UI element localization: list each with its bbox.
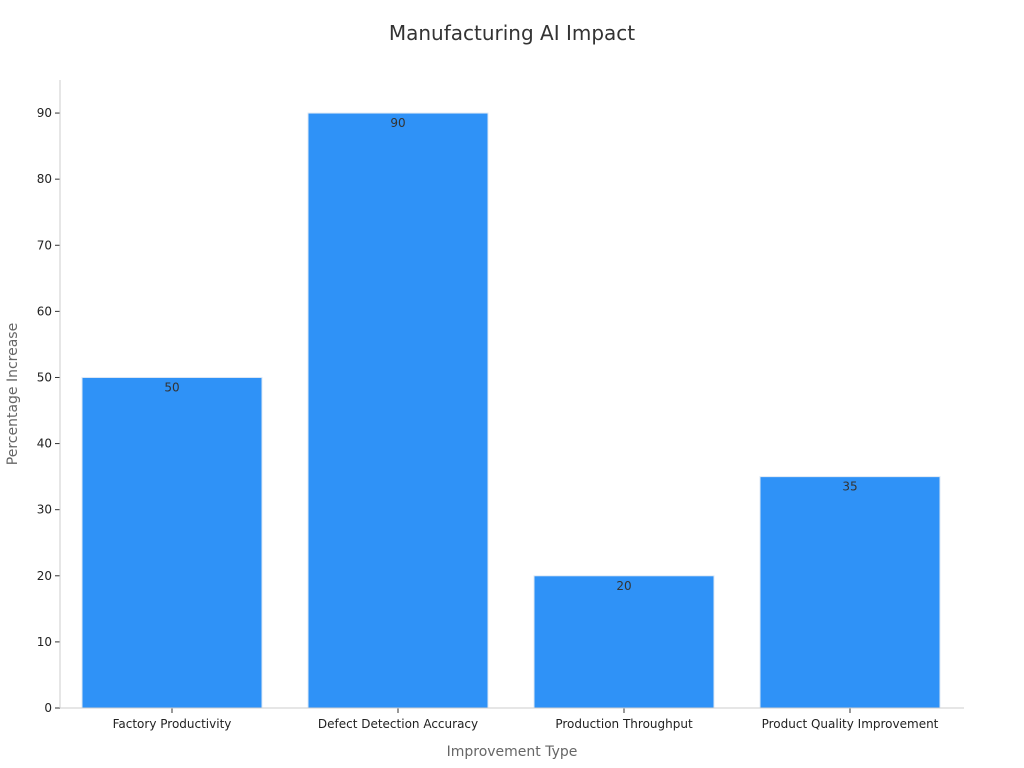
chart-title: Manufacturing AI Impact [389,21,635,45]
y-tick-label: 80 [37,172,52,186]
bar[interactable] [759,476,941,709]
plot-area: 0 10 20 30 40 50 60 70 80 90 50 Factory Productivit… [37,106,941,731]
y-tick-label: 10 [37,635,52,649]
y-tick-label: 20 [37,569,52,583]
x-axis-title: Improvement Type [447,744,578,760]
x-tick-label: Defect Detection Accuracy [318,717,478,731]
y-tick-label: 60 [37,304,52,318]
bar[interactable] [533,575,715,709]
y-tick-label: 50 [37,370,52,384]
y-axis-title: Percentage Increase [5,323,21,465]
y-tick-label: 0 [44,701,52,715]
bar[interactable] [81,376,263,709]
x-tick-label: Production Throughput [555,717,693,731]
bar[interactable] [307,112,489,709]
bar-value-label: 20 [616,579,631,593]
bar-value-label: 50 [164,380,179,394]
bar-value-label: 35 [842,480,857,494]
x-tick-label: Product Quality Improvement [762,717,939,731]
y-tick-label: 30 [37,503,52,517]
y-tick-label: 40 [37,437,52,451]
y-tick-label: 70 [37,238,52,252]
x-tick-label: Factory Productivity [113,717,232,731]
y-tick-label: 90 [37,106,52,120]
bar-value-label: 90 [390,116,405,130]
